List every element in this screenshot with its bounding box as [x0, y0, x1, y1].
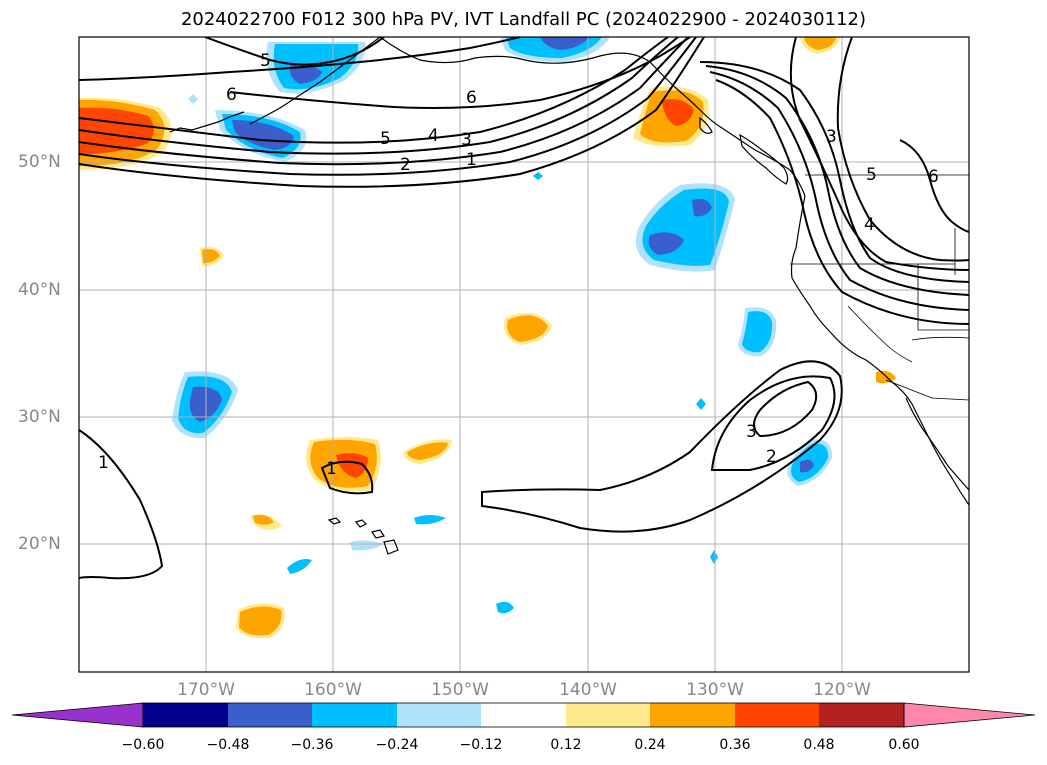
colorbar-bin-8 [735, 703, 819, 727]
contour-label-6-w: 6 [226, 85, 237, 105]
lat-label-40n: 40°N [18, 280, 61, 300]
lat-label-50n: 50°N [18, 152, 61, 172]
colorbar-tick-5: −0.12 [459, 737, 503, 753]
contour-label-group: 5 6 6 5 4 3 2 1 3 5 6 4 3 2 1 1 [98, 51, 939, 479]
contour-label-5-e: 5 [866, 165, 877, 185]
contour-label-6-n: 6 [466, 88, 477, 108]
colorbar-tick-1: −0.60 [121, 737, 165, 753]
colorbar-bin-9 [819, 703, 904, 727]
colorbar-max-extend [903, 702, 1036, 728]
colorbar-bin-5 [481, 703, 566, 727]
coastlines [169, 37, 969, 555]
colorbar [11, 702, 1036, 728]
lon-label-120w: 120°W [813, 680, 871, 700]
colorbar-bin-4 [397, 703, 481, 727]
colorbar-bin-7 [650, 703, 735, 727]
contour-label-4-c: 4 [428, 126, 439, 146]
contour-label-3-c: 3 [461, 130, 472, 150]
contour-label-3-s: 3 [746, 422, 757, 442]
ivt-contours [79, 37, 969, 580]
colorbar-bin-6 [566, 703, 650, 727]
colorbar-bin-3 [312, 703, 397, 727]
contour-label-1-c: 1 [466, 150, 477, 170]
colorbar-tick-8: 0.36 [719, 737, 751, 753]
colorbar-tick-9: 0.48 [803, 737, 835, 753]
map-plot-area: 5 6 6 5 4 3 2 1 3 5 6 4 3 2 1 1 [79, 37, 969, 672]
contour-label-2-s: 2 [766, 447, 777, 467]
colorbar-frame [142, 702, 905, 728]
colorbar-tick-7: 0.24 [634, 737, 666, 753]
lon-label-150w: 150°W [431, 680, 489, 700]
lon-label-140w: 140°W [559, 680, 617, 700]
lat-label-30n: 30°N [18, 407, 61, 427]
colorbar-tick-6: 0.12 [550, 737, 582, 753]
lon-label-160w: 160°W [304, 680, 362, 700]
contour-label-1-west: 1 [98, 453, 109, 473]
contour-label-4-e: 4 [864, 215, 875, 235]
colorbar-tick-10: 0.60 [888, 737, 920, 753]
colorbar-min-extend [11, 702, 144, 728]
contour-label-1-hawaii: 1 [326, 459, 337, 479]
map-title: 2024022700 F012 300 hPa PV, IVT Landfall… [180, 9, 867, 30]
contour-label-5-c: 5 [380, 129, 391, 149]
colorbar-bin-1 [143, 703, 228, 727]
map-frame [78, 36, 970, 673]
contour-label-3-e: 3 [826, 127, 837, 147]
colorbar-tick-4: −0.24 [375, 737, 419, 753]
lat-label-20n: 20°N [18, 534, 61, 554]
contour-label-2-c: 2 [400, 155, 411, 175]
contour-label-5-nw: 5 [260, 51, 271, 71]
colorbar-tick-3: −0.36 [290, 737, 334, 753]
colorbar-bin-2 [228, 703, 312, 727]
colorbar-tick-2: −0.48 [206, 737, 250, 753]
lon-label-130w: 130°W [686, 680, 744, 700]
contour-label-6-e: 6 [928, 167, 939, 187]
lon-label-170w: 170°W [177, 680, 235, 700]
